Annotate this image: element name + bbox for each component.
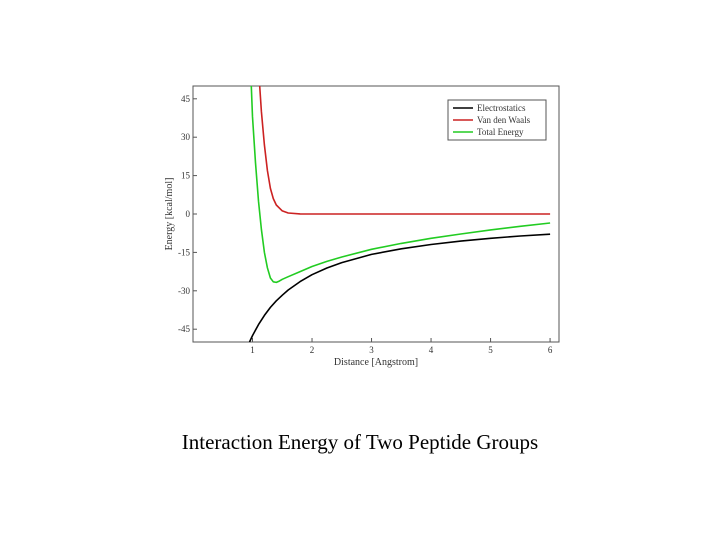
y-tick-label: -15 <box>178 247 190 257</box>
legend-label: Electrostatics <box>477 103 526 113</box>
series-line-van-den-waals <box>258 85 551 215</box>
x-tick-label: 3 <box>369 345 374 355</box>
y-tick-label: -45 <box>178 324 190 334</box>
x-tick-label: 4 <box>429 345 434 355</box>
legend-label: Van den Waals <box>477 115 531 125</box>
x-tick-label: 1 <box>250 345 255 355</box>
y-tick-label: 15 <box>181 171 191 181</box>
x-axis-label: Distance [Angstrom] <box>334 357 418 368</box>
x-tick-label: 2 <box>310 345 315 355</box>
legend: Electrostatics Van den Waals Total Energy <box>447 99 547 141</box>
x-tick-label: 6 <box>548 345 553 355</box>
legend-label: Total Energy <box>477 127 524 137</box>
x-tick-label: 5 <box>488 345 493 355</box>
series-line-total-energy <box>250 85 551 284</box>
y-tick-label: 45 <box>181 94 191 104</box>
y-axis-label: Energy [kcal/mol] <box>164 178 175 251</box>
caption: Interaction Energy of Two Peptide Groups <box>181 430 539 454</box>
y-tick-label: 30 <box>181 132 191 142</box>
series-line-electrostatics <box>248 233 551 343</box>
y-tick-label: 0 <box>186 209 191 219</box>
y-tick-label: -30 <box>178 286 190 296</box>
